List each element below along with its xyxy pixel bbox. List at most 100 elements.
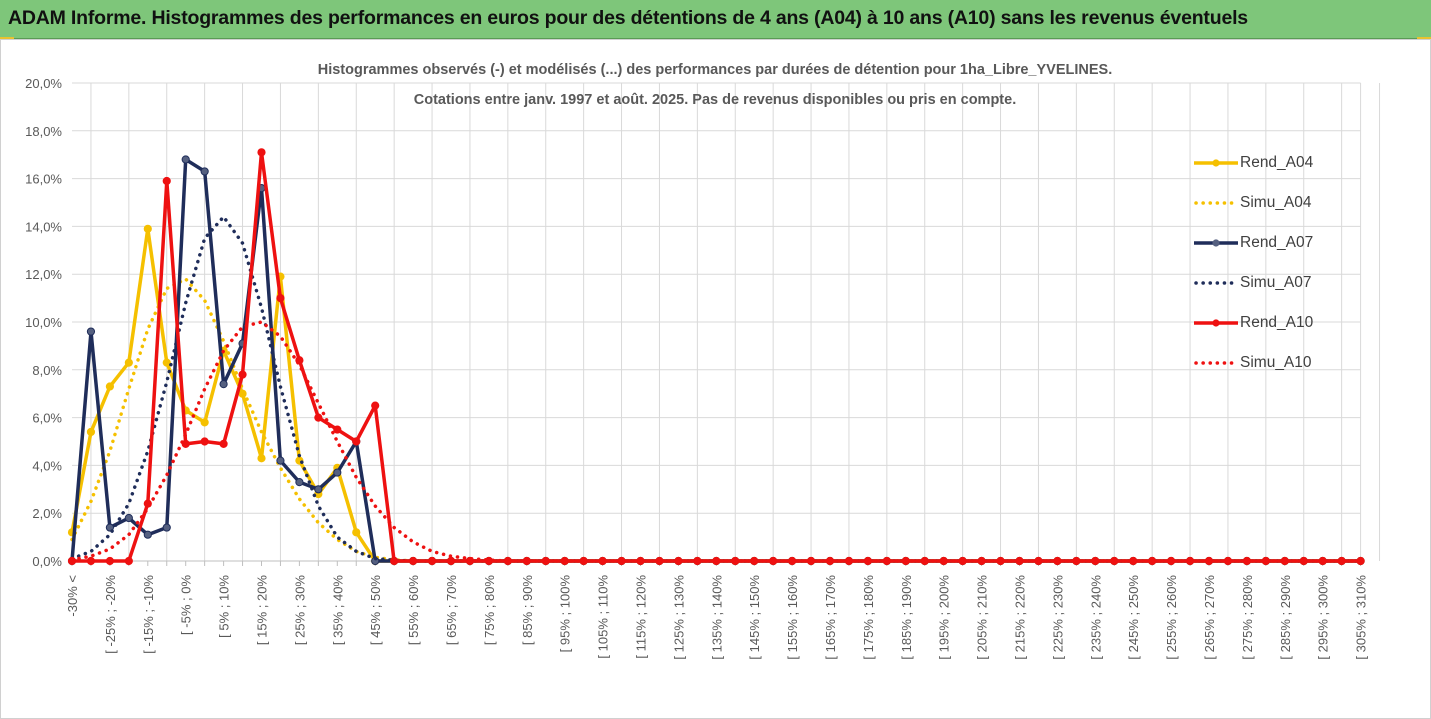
data-point [124,513,133,523]
legend-swatch [1194,319,1238,327]
series-layer [67,148,1365,566]
x-tick-label: [ 155% ; 160% [785,575,800,660]
data-point [390,556,399,566]
data-point [143,224,152,233]
legend-label: Rend_A04 [1240,154,1314,171]
series-line [70,215,1363,563]
data-point [352,437,361,446]
legend-label: Rend_A07 [1240,234,1314,251]
data-point [295,478,304,487]
x-tick-label: [ 195% ; 200% [937,575,952,660]
series-simu_a10 [70,320,1363,563]
y-tick-label: 10,0% [25,315,62,330]
legend-marker [1212,239,1220,247]
legend-item-simu_a04: Simu_A04 [1188,190,1338,230]
x-tick-label: [ 115% ; 120% [634,575,649,659]
legend-swatch [1194,281,1238,285]
data-point [314,413,323,422]
data-point [409,556,418,566]
x-tick-label: [ 175% ; 180% [861,575,876,660]
data-point [105,523,115,532]
data-point [143,530,152,539]
x-tick-label: [ 235% ; 240% [1088,575,1103,660]
x-tick-label: [ 55% ; 60% [406,575,421,646]
x-tick-label: [ 285% ; 290% [1278,575,1293,660]
data-point [219,380,228,389]
data-point [105,556,115,566]
legend-label: Simu_A10 [1240,354,1312,371]
legend-swatch [1194,159,1238,167]
axis-layer: 0,0% 2,0% 4,0% 6,0% 8,0% 10,0% 12,0% 14,0% 16,0%… [25,76,1368,660]
y-tick-label: 2,0% [32,506,62,521]
x-tick-label: [ 65% ; 70% [444,575,459,646]
legend-item-simu_a10: Simu_A10 [1188,350,1338,390]
y-tick-label: 4,0% [32,458,62,473]
grid-layer [72,82,1381,561]
legend-swatch [1194,361,1238,365]
legend-marker [1212,159,1220,167]
data-point [86,327,96,336]
chart-legend: Rend_A04 Simu_A04 Rend_A07 Simu_A07 Rend_A10… [1188,150,1338,390]
data-point [200,437,209,446]
x-tick-label: -30% < [65,575,80,617]
legend-item-rend_a07: Rend_A07 [1188,230,1338,270]
x-tick-label: [ 185% ; 190% [899,575,914,660]
x-tick-label: [ 225% ; 230% [1050,575,1065,660]
report-banner: ADAM Informe. Histogrammes des performan… [0,0,1431,39]
x-tick-label: [ 95% ; 100% [558,575,573,653]
data-point [276,456,285,465]
legend-swatch [1194,239,1238,247]
data-point [257,148,266,157]
legend-marker [1212,319,1220,327]
x-tick-label: [ 5% ; 10% [217,575,232,638]
data-point [105,382,115,391]
x-tick-label: [ -15% ; -10% [141,575,156,654]
x-tick-label: [ -25% ; -20% [103,575,118,654]
y-tick-label: 14,0% [25,219,62,234]
series-line [70,320,1363,563]
data-point [352,528,361,537]
series-rend_a07 [67,155,1365,566]
x-tick-label: [ 125% ; 130% [671,575,686,660]
data-point [257,454,266,463]
y-tick-label: 16,0% [25,172,62,187]
legend-item-simu_a07: Simu_A07 [1188,270,1338,310]
data-point [314,485,323,494]
x-tick-label: [ 15% ; 20% [255,575,270,646]
data-point [200,167,209,176]
x-tick-label: [ 105% ; 110% [596,575,611,659]
data-point [162,358,171,367]
data-point [219,439,228,448]
x-tick-label: [ 245% ; 250% [1126,575,1141,660]
data-point [446,556,456,566]
data-point [200,418,209,427]
x-tick-label: [ 75% ; 80% [482,575,497,646]
data-point [276,294,285,303]
x-tick-label: [ -5% ; 0% [179,575,194,635]
x-tick-label: [ 35% ; 40% [330,575,345,646]
x-tick-label: [ 305% ; 310% [1354,575,1369,660]
x-tick-label: [ 135% ; 140% [709,575,724,660]
data-point [124,358,133,367]
chart-title-line2: Cotations entre janv. 1997 et août. 2025… [413,92,1017,108]
legend-label: Simu_A07 [1240,274,1312,291]
y-tick-label: 20,0% [25,76,62,91]
data-point [333,468,342,477]
x-tick-label: [ 205% ; 210% [975,575,990,660]
data-point [181,439,190,448]
x-tick-label: [ 255% ; 260% [1164,575,1179,660]
legend-item-rend_a10: Rend_A10 [1188,310,1338,350]
series-line [72,150,1361,563]
x-tick-label: [ 215% ; 220% [1013,575,1028,660]
data-point [162,176,171,186]
x-tick-label: [ 295% ; 300% [1316,575,1331,660]
legend-item-rend_a04: Rend_A04 [1188,150,1338,190]
report-title: ADAM Informe. Histogrammes des performan… [8,7,1248,29]
x-tick-label: [ 275% ; 280% [1240,575,1255,660]
data-point [86,427,96,437]
y-tick-label: 8,0% [32,363,62,378]
data-point [427,556,437,566]
x-tick-label: [ 85% ; 90% [520,575,535,646]
legend-swatch [1194,201,1238,205]
y-tick-label: 6,0% [32,411,62,426]
